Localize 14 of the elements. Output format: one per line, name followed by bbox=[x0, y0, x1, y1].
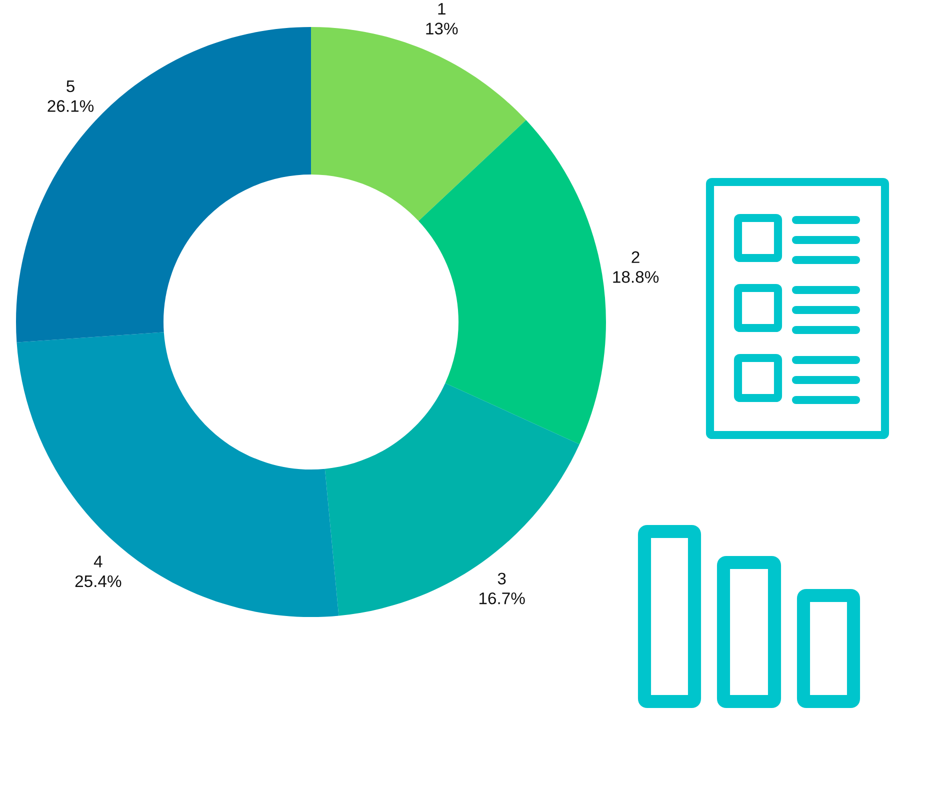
donut-slice bbox=[16, 27, 311, 342]
donut-slice bbox=[418, 120, 606, 444]
data-label: 25.4% bbox=[75, 575, 122, 588]
slice-label: 3 bbox=[498, 572, 506, 585]
donut-slice bbox=[324, 383, 580, 616]
data-label: 13% bbox=[426, 22, 458, 34]
data-label: 18.8% bbox=[613, 271, 659, 283]
slice-label: 4 bbox=[94, 556, 102, 568]
slice-label: 5 bbox=[66, 80, 74, 92]
slice-label: 1 bbox=[438, 3, 446, 15]
data-label: 26.1% bbox=[48, 100, 94, 112]
data-label: 16.7% bbox=[479, 592, 525, 604]
donut-slice bbox=[16, 332, 339, 617]
slice-label: 2 bbox=[632, 251, 640, 263]
